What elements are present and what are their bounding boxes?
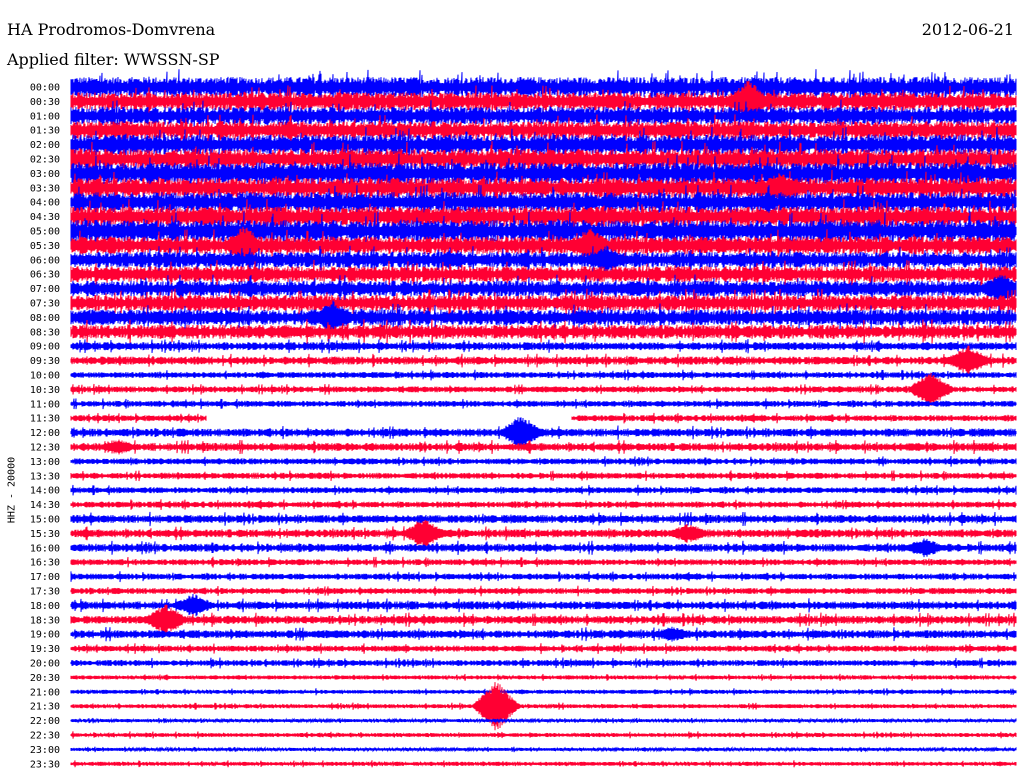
row-time-label: 22:30 bbox=[30, 731, 60, 742]
trace-line bbox=[70, 169, 1017, 206]
row-time-label: 13:30 bbox=[30, 471, 60, 482]
trace-line bbox=[70, 245, 1017, 274]
row-time-label: 12:30 bbox=[30, 443, 60, 454]
row-time-label: 23:00 bbox=[30, 745, 60, 756]
row-time-label: 05:30 bbox=[30, 241, 60, 252]
trace-line bbox=[70, 259, 1017, 289]
row-time-label: 19:00 bbox=[30, 630, 60, 641]
row-time-label: 00:30 bbox=[30, 97, 60, 108]
trace-line bbox=[70, 688, 1017, 696]
trace-line bbox=[70, 673, 1017, 682]
row-time-label: 11:30 bbox=[30, 414, 60, 425]
row-time-label: 14:30 bbox=[30, 500, 60, 511]
trace-line bbox=[70, 369, 1017, 381]
row-time-label: 04:00 bbox=[30, 198, 60, 209]
trace-line bbox=[70, 99, 1017, 133]
trace-line bbox=[70, 571, 1017, 583]
row-time-label: 12:00 bbox=[30, 428, 60, 439]
trace-line bbox=[70, 760, 1017, 768]
row-time-label: 02:00 bbox=[30, 140, 60, 151]
trace-line bbox=[70, 657, 1017, 669]
row-time-label: 06:00 bbox=[30, 255, 60, 266]
trace-line bbox=[70, 412, 1017, 424]
trace-line bbox=[70, 417, 1017, 448]
trace-line bbox=[70, 226, 1017, 264]
row-time-label: 10:00 bbox=[30, 371, 60, 382]
row-time-label: 08:00 bbox=[30, 313, 60, 324]
row-time-label: 23:30 bbox=[30, 759, 60, 770]
row-time-label: 01:30 bbox=[30, 126, 60, 137]
trace-line bbox=[70, 643, 1017, 655]
trace-line bbox=[70, 153, 1017, 194]
row-time-label: 13:00 bbox=[30, 457, 60, 468]
filter-label: Applied filter: WWSSN-SP bbox=[7, 50, 220, 69]
trace-line bbox=[70, 398, 1017, 410]
trace-line bbox=[70, 538, 1017, 558]
trace-line bbox=[70, 470, 1017, 482]
trace-line bbox=[70, 456, 1017, 467]
row-time-label: 03:00 bbox=[30, 169, 60, 180]
trace-line bbox=[70, 717, 1017, 724]
row-time-label: 11:00 bbox=[30, 399, 60, 410]
trace-line bbox=[70, 338, 1017, 354]
row-time-label: 16:00 bbox=[30, 543, 60, 554]
row-time-label: 18:30 bbox=[30, 615, 60, 626]
row-time-label: 17:00 bbox=[30, 572, 60, 583]
row-time-label: 21:00 bbox=[30, 687, 60, 698]
trace-line bbox=[70, 439, 1017, 455]
row-time-label: 20:00 bbox=[30, 659, 60, 670]
trace-line bbox=[70, 626, 1017, 642]
trace-line bbox=[70, 520, 1017, 547]
row-time-label: 17:30 bbox=[30, 587, 60, 598]
row-time-label: 22:00 bbox=[30, 716, 60, 727]
trace-line bbox=[70, 731, 1017, 739]
row-time-label: 08:30 bbox=[30, 327, 60, 338]
trace-line bbox=[70, 604, 1017, 636]
trace-line bbox=[70, 288, 1017, 318]
row-time-label: 14:00 bbox=[30, 486, 60, 497]
row-time-label: 21:30 bbox=[30, 702, 60, 713]
trace-line bbox=[70, 593, 1017, 617]
trace-line bbox=[70, 556, 1017, 568]
trace-line bbox=[70, 80, 1017, 122]
trace-line bbox=[70, 319, 1017, 345]
row-time-label: 01:00 bbox=[30, 111, 60, 122]
record-date: 2012-06-21 bbox=[921, 20, 1014, 39]
trace-line bbox=[70, 274, 1017, 303]
trace-line bbox=[70, 511, 1017, 527]
row-time-label: 15:00 bbox=[30, 515, 60, 526]
row-time-label: 16:30 bbox=[30, 558, 60, 569]
trace-line bbox=[70, 372, 1017, 406]
trace-line bbox=[70, 682, 1017, 731]
row-time-label: 10:30 bbox=[30, 385, 60, 396]
trace-line bbox=[70, 345, 1017, 376]
trace-line bbox=[70, 300, 1017, 335]
trace-line bbox=[70, 499, 1017, 510]
row-time-label: 04:30 bbox=[30, 212, 60, 223]
row-time-label: 06:30 bbox=[30, 270, 60, 281]
trace-line bbox=[70, 585, 1017, 597]
row-time-label: 09:30 bbox=[30, 356, 60, 367]
trace-line bbox=[70, 211, 1017, 251]
trace-line bbox=[70, 114, 1017, 147]
row-time-label: 00:00 bbox=[30, 83, 60, 94]
station-title: HA Prodromos-Domvrena bbox=[7, 20, 216, 39]
row-time-label: 07:00 bbox=[30, 284, 60, 295]
row-time-label: 19:30 bbox=[30, 644, 60, 655]
row-time-label: 07:30 bbox=[30, 299, 60, 310]
row-time-label: 02:30 bbox=[30, 155, 60, 166]
row-time-label: 20:30 bbox=[30, 673, 60, 684]
row-time-label: 18:00 bbox=[30, 601, 60, 612]
row-time-label: 15:30 bbox=[30, 529, 60, 540]
row-time-label: 09:00 bbox=[30, 342, 60, 353]
trace-line bbox=[70, 746, 1017, 753]
trace-line bbox=[70, 484, 1017, 496]
row-time-label: 03:30 bbox=[30, 183, 60, 194]
row-time-label: 05:00 bbox=[30, 227, 60, 238]
